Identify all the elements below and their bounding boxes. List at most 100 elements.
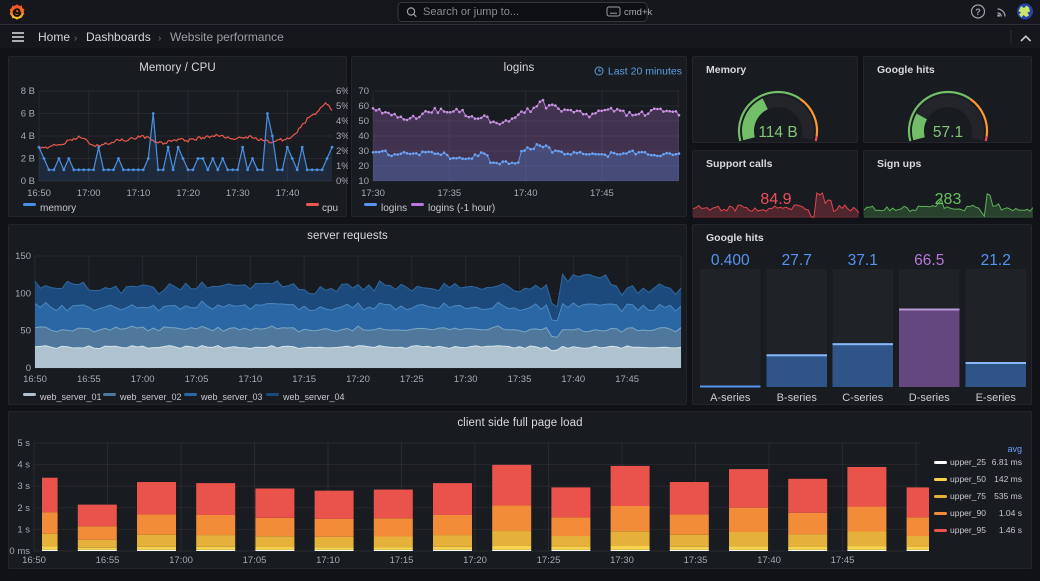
svg-text:Dashboards: Dashboards (86, 30, 151, 44)
svg-text:B-series: B-series (777, 392, 818, 404)
svg-text:16:50: 16:50 (27, 188, 51, 199)
svg-text:4 B: 4 B (21, 131, 35, 142)
svg-text:upper_75: upper_75 (950, 491, 986, 501)
svg-text:1 s: 1 s (17, 524, 30, 535)
svg-text:17:35: 17:35 (437, 188, 461, 199)
svg-text:6 B: 6 B (21, 109, 35, 120)
svg-text:17:25: 17:25 (400, 374, 424, 385)
svg-text:1.04 s: 1.04 s (999, 508, 1022, 518)
svg-text:0 B: 0 B (21, 176, 35, 187)
svg-text:37.1: 37.1 (848, 252, 878, 269)
svg-text:6%: 6% (336, 86, 348, 97)
svg-text:Home: Home (38, 30, 70, 44)
svg-text:17:30: 17:30 (226, 188, 250, 199)
svg-text:8 B: 8 B (21, 86, 35, 97)
svg-text:Website performance: Website performance (170, 30, 284, 44)
svg-text:0: 0 (26, 363, 31, 374)
svg-text:D-series: D-series (909, 392, 950, 404)
svg-text:5 s: 5 s (17, 438, 30, 449)
svg-text:web_server_01: web_server_01 (39, 392, 102, 402)
svg-text:20: 20 (358, 161, 369, 172)
svg-text:16:55: 16:55 (77, 374, 101, 385)
svg-text:memory: memory (40, 203, 76, 214)
svg-text:17:20: 17:20 (463, 555, 487, 566)
svg-text:17:00: 17:00 (77, 188, 101, 199)
svg-text:upper_95: upper_95 (950, 525, 986, 535)
svg-text:Search or jump to...: Search or jump to... (423, 6, 519, 18)
svg-text:17:10: 17:10 (238, 374, 262, 385)
svg-text:66.5: 66.5 (914, 252, 944, 269)
svg-text:web_server_02: web_server_02 (119, 392, 182, 402)
svg-text:50: 50 (358, 116, 369, 127)
svg-text:›: › (74, 33, 77, 44)
svg-text:40: 40 (358, 131, 369, 142)
svg-text:web_server_04: web_server_04 (282, 392, 345, 402)
svg-text:?: ? (975, 7, 981, 17)
svg-text:17:30: 17:30 (361, 188, 385, 199)
svg-text:21.2: 21.2 (981, 252, 1011, 269)
svg-text:17:10: 17:10 (316, 555, 340, 566)
svg-text:17:20: 17:20 (346, 374, 370, 385)
svg-text:0.400: 0.400 (711, 252, 750, 269)
svg-text:1.46 s: 1.46 s (999, 525, 1022, 535)
svg-text:535 ms: 535 ms (994, 491, 1022, 501)
svg-text:17:40: 17:40 (514, 188, 538, 199)
svg-text:57.1: 57.1 (933, 124, 963, 141)
svg-text:2 B: 2 B (21, 154, 35, 165)
svg-text:17:45: 17:45 (615, 374, 639, 385)
svg-text:17:45: 17:45 (831, 555, 855, 566)
svg-text:2 s: 2 s (17, 503, 30, 514)
svg-text:avg: avg (1007, 444, 1022, 454)
svg-text:84.9: 84.9 (760, 191, 791, 208)
svg-text:5%: 5% (336, 101, 348, 112)
svg-text:27.7: 27.7 (782, 252, 812, 269)
svg-text:17:35: 17:35 (508, 374, 532, 385)
svg-text:0 ms: 0 ms (9, 546, 30, 557)
svg-text:114 B: 114 B (758, 124, 797, 141)
svg-text:upper_90: upper_90 (950, 508, 986, 518)
svg-text:cmd+k: cmd+k (624, 7, 652, 18)
svg-text:3 s: 3 s (17, 481, 30, 492)
svg-text:10: 10 (358, 176, 369, 187)
svg-text:17:15: 17:15 (292, 374, 316, 385)
svg-text:142 ms: 142 ms (994, 474, 1022, 484)
svg-text:upper_50: upper_50 (950, 474, 986, 484)
svg-text:17:45: 17:45 (590, 188, 614, 199)
svg-text:3%: 3% (336, 131, 348, 142)
svg-text:4%: 4% (336, 116, 348, 127)
svg-text:17:30: 17:30 (454, 374, 478, 385)
svg-text:cpu: cpu (322, 203, 338, 214)
svg-text:17:20: 17:20 (176, 188, 200, 199)
svg-text:4 s: 4 s (17, 460, 30, 471)
svg-text:17:40: 17:40 (561, 374, 585, 385)
svg-text:17:00: 17:00 (131, 374, 155, 385)
svg-text:17:30: 17:30 (610, 555, 634, 566)
svg-text:upper_25: upper_25 (950, 457, 986, 467)
svg-text:16:50: 16:50 (22, 555, 46, 566)
svg-text:17:40: 17:40 (757, 555, 781, 566)
svg-text:A-series: A-series (710, 392, 751, 404)
svg-text:283: 283 (935, 191, 962, 208)
svg-text:150: 150 (15, 251, 31, 262)
svg-text:E-series: E-series (976, 392, 1017, 404)
svg-text:16:55: 16:55 (96, 555, 120, 566)
svg-text:C-series: C-series (842, 392, 883, 404)
svg-text:60: 60 (358, 101, 369, 112)
svg-text:70: 70 (358, 86, 369, 97)
svg-text:17:15: 17:15 (390, 555, 414, 566)
svg-text:1%: 1% (336, 161, 348, 172)
svg-text:17:05: 17:05 (243, 555, 267, 566)
svg-text:16:50: 16:50 (23, 374, 47, 385)
svg-text:›: › (158, 33, 161, 44)
svg-text:6.81 ms: 6.81 ms (992, 457, 1022, 467)
svg-text:17:40: 17:40 (276, 188, 300, 199)
svg-text:30: 30 (358, 146, 369, 157)
svg-text:0%: 0% (336, 176, 348, 187)
svg-text:50: 50 (20, 326, 31, 337)
svg-text:Last 20 minutes: Last 20 minutes (608, 66, 682, 78)
svg-text:logins (-1 hour): logins (-1 hour) (428, 203, 495, 214)
svg-text:17:10: 17:10 (127, 188, 151, 199)
svg-text:17:00: 17:00 (169, 555, 193, 566)
svg-text:17:25: 17:25 (537, 555, 561, 566)
svg-text:100: 100 (15, 288, 31, 299)
